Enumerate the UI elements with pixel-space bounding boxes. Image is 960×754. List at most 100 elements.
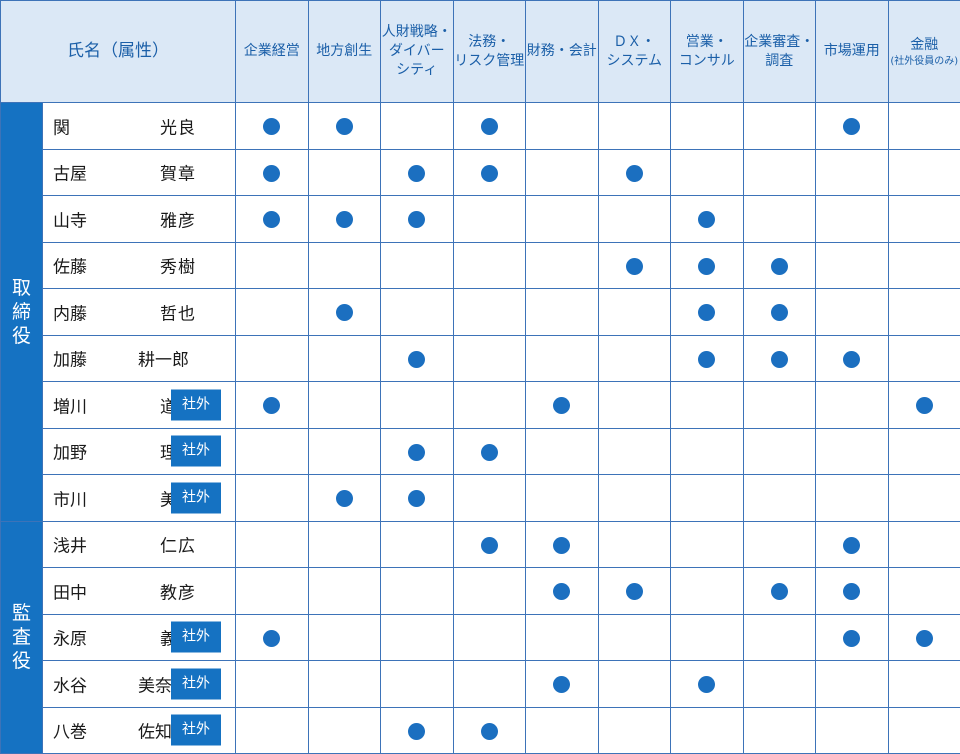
skill-cell <box>380 706 454 754</box>
table-row: 古屋 賀章 <box>1 148 960 196</box>
skill-column-label: 調査 <box>765 52 794 69</box>
skill-dot <box>915 629 933 647</box>
skill-cell <box>742 148 816 196</box>
skill-cell <box>670 195 744 243</box>
skill-cell <box>887 195 960 243</box>
member-name-cell: 八巻 佐知子 社外 <box>42 706 236 754</box>
member-given-name: 賀章 <box>160 164 196 185</box>
skill-cell <box>670 520 744 568</box>
skill-dot <box>625 164 643 182</box>
skill-cell <box>307 334 381 382</box>
skill-cell <box>597 334 671 382</box>
outside-director-badge: 社外 <box>171 621 221 653</box>
skill-dot <box>408 443 426 461</box>
member-given-name: 教彦 <box>160 583 196 604</box>
skill-cell <box>742 241 816 289</box>
skill-column-header: 財務・会計 <box>525 0 599 103</box>
member-surname: 加藤 <box>53 350 87 371</box>
skill-dot <box>335 211 353 229</box>
skill-dot <box>408 164 426 182</box>
table-row: 加藤 耕一郎 <box>1 334 960 382</box>
skill-cell <box>887 660 960 708</box>
skill-cell <box>525 381 599 429</box>
skill-column-label: 金融 <box>910 36 939 53</box>
skill-dot <box>698 211 716 229</box>
skill-cell <box>525 334 599 382</box>
skill-dot <box>698 304 716 322</box>
skill-cell <box>525 427 599 475</box>
skill-cell <box>452 613 526 661</box>
member-surname: 市川 <box>53 490 87 511</box>
table-row: 水谷 美奈子 社外 <box>1 660 960 708</box>
skill-cell <box>887 706 960 754</box>
skill-cell <box>670 241 744 289</box>
table-row: 山寺 雅彦 <box>1 195 960 243</box>
skill-cell <box>235 474 309 522</box>
skill-cell <box>307 288 381 336</box>
table-row: 取締役 関 光良 <box>0 102 960 522</box>
skill-cell <box>307 102 381 150</box>
skill-dot <box>263 629 281 647</box>
skill-cell <box>525 288 599 336</box>
skill-cell <box>525 148 599 196</box>
member-name-cell: 加藤 耕一郎 <box>42 334 236 382</box>
skill-cell <box>452 334 526 382</box>
skill-column-note: (社外役員のみ) <box>890 55 959 67</box>
table-row: 佐藤 秀樹 <box>1 241 960 289</box>
skill-cell <box>525 706 599 754</box>
skill-cell <box>597 381 671 429</box>
skill-cell <box>235 613 309 661</box>
skill-cell <box>525 567 599 615</box>
skill-cell <box>815 427 889 475</box>
skill-cell <box>525 241 599 289</box>
skill-cell <box>380 474 454 522</box>
skill-dot <box>843 629 861 647</box>
member-name-cell: 加野理代社外 <box>42 427 236 475</box>
table-row: 永原義之社外 <box>1 613 960 661</box>
skill-cell <box>307 427 381 475</box>
skill-cell <box>380 520 454 568</box>
skill-column-label: 企業経営 <box>243 43 300 59</box>
outside-director-badge: 社外 <box>171 482 221 514</box>
skill-cell <box>742 613 816 661</box>
skill-dot <box>843 536 861 554</box>
skill-cell <box>235 520 309 568</box>
skill-column-label: コンサル <box>678 52 735 69</box>
skill-cell <box>887 567 960 615</box>
skill-cell <box>815 381 889 429</box>
table-row: 監査役 浅井 仁広 <box>0 520 960 754</box>
skill-column-label: ダイバー <box>388 43 445 59</box>
member-surname: 山寺 <box>53 211 87 232</box>
member-given-name: 仁広 <box>160 536 196 557</box>
skill-cell <box>307 706 381 754</box>
skill-cell <box>670 148 744 196</box>
skill-cell <box>670 613 744 661</box>
skill-cell <box>452 195 526 243</box>
member-surname: 古屋 <box>53 164 87 185</box>
skill-column-header: ＤＸ・ システム <box>597 0 671 103</box>
skill-cell <box>307 520 381 568</box>
skill-column-label: 地方創生 <box>316 43 373 59</box>
table-row: 加野理代社外 <box>1 427 960 475</box>
skill-dot <box>553 583 571 601</box>
skill-cell <box>235 241 309 289</box>
skill-cell <box>815 148 889 196</box>
outside-director-badge: 社外 <box>171 668 221 700</box>
skill-cell <box>597 148 671 196</box>
member-surname: 永原 <box>53 629 87 650</box>
skill-column-header: 法務・ リスク管理 <box>452 0 526 103</box>
skill-column-label: シティ <box>396 62 438 78</box>
skill-cell <box>742 102 816 150</box>
skill-dot <box>915 397 933 415</box>
skill-cell <box>742 195 816 243</box>
skill-cell <box>380 381 454 429</box>
skill-cell <box>452 381 526 429</box>
skill-column-label: 法務・ <box>468 33 511 50</box>
skill-dot <box>335 304 353 322</box>
member-name-cell: 山寺 雅彦 <box>42 195 236 243</box>
skill-column-label: 市場運用 <box>823 43 880 59</box>
skill-dot <box>553 676 571 694</box>
skill-cell <box>380 334 454 382</box>
